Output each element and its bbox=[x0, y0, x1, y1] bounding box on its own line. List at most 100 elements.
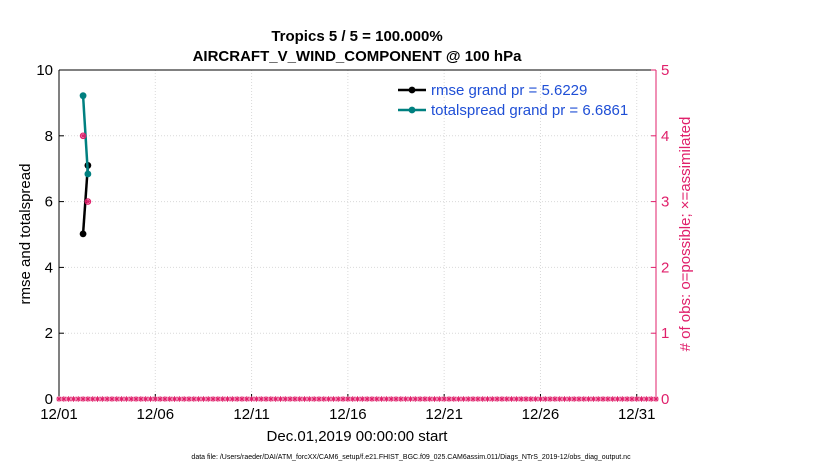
obs-marker-baseline bbox=[503, 396, 510, 402]
obs-marker-baseline bbox=[528, 396, 534, 402]
obs-marker-baseline bbox=[475, 396, 481, 402]
obs-marker-baseline bbox=[431, 396, 438, 402]
obs-marker-baseline bbox=[508, 396, 515, 402]
obs-marker-baseline bbox=[393, 396, 399, 402]
obs-marker-baseline bbox=[263, 396, 269, 402]
obs-marker-baseline bbox=[272, 396, 279, 402]
obs-marker-baseline bbox=[460, 396, 467, 402]
obs-marker-baseline bbox=[648, 396, 654, 402]
obs-marker-baseline bbox=[277, 396, 284, 402]
obs-marker-baseline bbox=[94, 396, 101, 402]
y-axis-label-left: rmse and totalspread bbox=[17, 164, 34, 305]
x-tick-label: 12/31 bbox=[618, 406, 656, 423]
obs-marker-baseline bbox=[176, 396, 183, 402]
obs-marker-baseline bbox=[268, 396, 274, 402]
obs-marker-baseline bbox=[450, 396, 457, 402]
obs-marker-baseline bbox=[75, 396, 82, 402]
obs-marker-baseline bbox=[479, 396, 486, 402]
obs-marker-baseline bbox=[556, 396, 563, 402]
obs-marker-baseline bbox=[426, 396, 433, 402]
obs-marker-baseline bbox=[470, 396, 476, 402]
obs-marker-baseline bbox=[585, 396, 592, 402]
y-axis-label-right: # of obs: o=possible; ×=assimilated bbox=[677, 117, 694, 352]
obs-marker-baseline bbox=[109, 396, 115, 402]
obs-marker-baseline bbox=[638, 396, 645, 402]
x-tick-label: 12/01 bbox=[40, 406, 78, 423]
y-tick-label-right: 0 bbox=[661, 391, 669, 408]
obs-marker-baseline bbox=[234, 396, 240, 402]
obs-marker-baseline bbox=[296, 396, 303, 402]
obs-marker-baseline bbox=[99, 396, 106, 402]
obs-marker-baseline bbox=[80, 396, 86, 402]
obs-marker-baseline bbox=[532, 396, 539, 402]
obs-marker-baseline bbox=[398, 396, 404, 402]
obs-marker-baseline bbox=[138, 396, 144, 402]
chart-title: Tropics 5 / 5 = 100.000% bbox=[271, 28, 442, 45]
obs-marker-baseline bbox=[128, 396, 135, 402]
obs-marker-baseline bbox=[65, 396, 72, 402]
y-tick-label-left: 8 bbox=[45, 128, 53, 145]
obs-marker-baseline bbox=[552, 396, 558, 402]
obs-marker-baseline bbox=[590, 396, 597, 402]
obs-marker-baseline bbox=[253, 396, 260, 402]
obs-marker-baseline bbox=[258, 396, 265, 402]
obs-marker-baseline bbox=[133, 396, 139, 402]
obs-marker-baseline bbox=[243, 396, 250, 402]
obs-marker-baseline bbox=[629, 396, 635, 402]
y-tick-label-right: 2 bbox=[661, 259, 669, 276]
obs-marker-baseline bbox=[229, 396, 236, 402]
obs-marker-baseline bbox=[523, 396, 529, 402]
obs-marker-baseline bbox=[537, 396, 544, 402]
obs-marker-baseline bbox=[609, 396, 616, 402]
obs-marker-baseline bbox=[354, 396, 361, 402]
obs-marker-baseline bbox=[113, 396, 120, 402]
legend-marker-totalspread bbox=[408, 106, 416, 114]
obs-marker-baseline bbox=[186, 396, 192, 402]
y-tick-label-left: 6 bbox=[45, 194, 53, 211]
obs-marker-baseline bbox=[455, 396, 462, 402]
legend-label-rmse: rmse grand pr = 5.6229 bbox=[431, 82, 587, 99]
obs-marker-baseline bbox=[162, 396, 168, 402]
y-tick-label-right: 5 bbox=[661, 62, 669, 79]
obs-marker-baseline bbox=[248, 396, 255, 402]
obs-marker-baseline bbox=[542, 396, 549, 402]
y-tick-label-left: 10 bbox=[36, 62, 53, 79]
obs-markers bbox=[56, 132, 659, 402]
legend-marker-rmse bbox=[408, 86, 416, 94]
obs-marker-baseline bbox=[518, 396, 524, 402]
obs-marker-baseline bbox=[205, 396, 212, 402]
obs-marker-baseline bbox=[224, 396, 231, 402]
obs-marker-baseline bbox=[494, 396, 500, 402]
obs-marker-baseline bbox=[378, 396, 385, 402]
obs-marker-baseline bbox=[580, 396, 587, 402]
obs-marker-baseline bbox=[147, 396, 154, 402]
grid bbox=[58, 69, 656, 400]
obs-marker-baseline bbox=[345, 396, 351, 402]
obs-marker-baseline bbox=[157, 396, 163, 402]
obs-marker-baseline bbox=[282, 396, 289, 402]
data-point-rmse bbox=[79, 230, 87, 238]
obs-marker-baseline bbox=[287, 396, 293, 402]
obs-marker-baseline bbox=[499, 396, 505, 402]
axes bbox=[58, 69, 657, 400]
obs-marker-baseline bbox=[239, 396, 245, 402]
obs-marker-baseline bbox=[325, 396, 332, 402]
obs-marker-baseline bbox=[171, 396, 178, 402]
obs-marker-baseline bbox=[311, 396, 317, 402]
obs-marker-baseline bbox=[210, 396, 216, 402]
data-point-totalspread bbox=[84, 170, 92, 178]
obs-marker-baseline bbox=[436, 396, 443, 402]
obs-marker-baseline bbox=[653, 396, 659, 402]
data-point-totalspread bbox=[79, 92, 87, 100]
obs-marker-baseline bbox=[561, 396, 568, 402]
obs-marker-baseline bbox=[191, 396, 197, 402]
obs-marker-assimilated bbox=[85, 198, 91, 205]
obs-marker-baseline bbox=[364, 396, 370, 402]
y-tick-label-right: 4 bbox=[661, 128, 669, 145]
obs-marker-baseline bbox=[316, 396, 322, 402]
y-tick-label-left: 2 bbox=[45, 325, 53, 342]
obs-marker-baseline bbox=[330, 396, 337, 402]
obs-marker-baseline bbox=[301, 396, 308, 402]
obs-marker-baseline bbox=[412, 396, 419, 402]
x-axis-label: Dec.01,2019 00:00:00 start bbox=[267, 428, 449, 445]
